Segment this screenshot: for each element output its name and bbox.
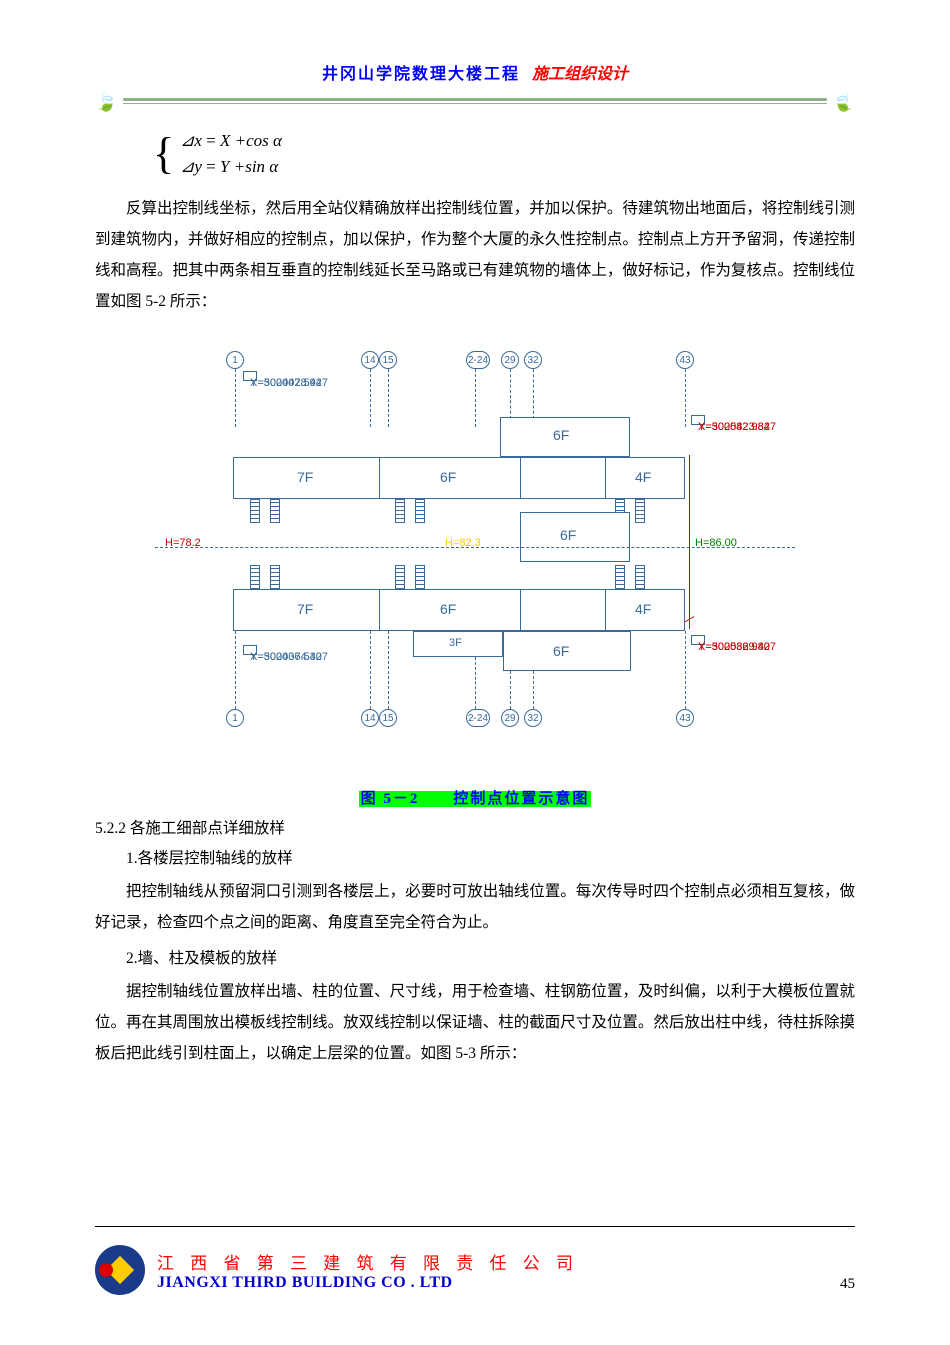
coord-box-tl: X=3000428.947 Y=502407.542 — [243, 371, 257, 381]
floor-label: 3F — [449, 637, 462, 649]
floor-label: 6F — [440, 601, 456, 617]
coord-box-tr: X=3000423.847 Y=502582.982 — [691, 415, 705, 425]
paragraph-3: 据控制轴线位置放样出墙、柱的位置、尺寸线，用于检查墙、柱钢筋位置，及时纠偏，以利… — [95, 976, 855, 1069]
floor-label: 4F — [635, 601, 651, 617]
header-project: 井冈山学院数理大楼工程 — [322, 66, 520, 83]
floor-label: 6F — [553, 427, 569, 443]
section-heading: 5.2.2 各施工细部点详细放样 — [95, 816, 855, 838]
floor-label: 6F — [440, 469, 456, 485]
page-footer: 江 西 省 第 三 建 筑 有 限 责 任 公 司 JIANGXI THIRD … — [95, 1226, 855, 1295]
floor-label: 7F — [297, 469, 313, 485]
axis-label: 15 — [379, 709, 397, 727]
axis-label: 2-24 — [466, 351, 490, 369]
company-name-en: JIANGXI THIRD BUILDING CO . LTD — [157, 1274, 579, 1292]
floor-label: 4F — [635, 469, 651, 485]
subhead-2: 2.墙、柱及模板的放样 — [95, 946, 855, 968]
axis-label: 43 — [676, 351, 694, 369]
equation-2: ⊿y = Y +sin α — [180, 154, 282, 180]
footer-divider — [95, 1226, 855, 1227]
axis-label: 29 — [501, 709, 519, 727]
header-subtitle: 施工组织设计 — [532, 66, 628, 83]
figure-caption: 图 5－2 控制点位置示意图 — [95, 787, 855, 808]
control-point-diagram: 1 14 15 2-24 29 32 43 X=3000428.947 Y=50… — [155, 347, 795, 757]
company-name-cn: 江 西 省 第 三 建 筑 有 限 责 任 公 司 — [157, 1249, 579, 1274]
header-divider: 🍃 🍃 — [95, 94, 855, 108]
axis-label: 15 — [379, 351, 397, 369]
brace-icon: { — [153, 132, 174, 176]
leaf-right-icon: 🍃 — [833, 92, 855, 113]
floor-label: 7F — [297, 601, 313, 617]
paragraph-2: 把控制轴线从预留洞口引测到各楼层上，必要时可放出轴线位置。每次传导时四个控制点必… — [95, 876, 855, 938]
axis-label: 43 — [676, 709, 694, 727]
axis-label: 14 — [361, 709, 379, 727]
floor-label: 6F — [560, 527, 576, 543]
subhead-1: 1.各楼层控制轴线的放样 — [95, 846, 855, 868]
axis-label: 29 — [501, 351, 519, 369]
axis-label: 1 — [226, 709, 244, 727]
coord-box-br: X=3000369.407 Y=502582.982 — [691, 635, 705, 645]
axis-label: 32 — [524, 709, 542, 727]
floor-label: 6F — [553, 643, 569, 659]
axis-label: 2-24 — [466, 709, 490, 727]
axis-label: 32 — [524, 351, 542, 369]
formula-block: { ⊿x = X +cos α ⊿y = Y +sin α — [153, 128, 855, 179]
company-logo-icon — [95, 1245, 145, 1295]
height-label-mid: H=82.3 — [445, 537, 481, 549]
leaf-left-icon: 🍃 — [95, 92, 117, 113]
equation-1: ⊿x = X +cos α — [180, 128, 282, 154]
axis-label: 1 — [226, 351, 244, 369]
axis-label: 14 — [361, 351, 379, 369]
height-label-right: H=86.00 — [695, 537, 737, 549]
coord-box-bl: X=3000364.307 Y=502407.542 — [243, 645, 257, 655]
height-label-left: H=78.2 — [165, 537, 201, 549]
page-number: 45 — [840, 1276, 855, 1295]
paragraph-1: 反算出控制线坐标，然后用全站仪精确放样出控制线位置，并加以保护。待建筑物出地面后… — [95, 193, 855, 317]
page-header: 井冈山学院数理大楼工程 施工组织设计 — [95, 60, 855, 84]
